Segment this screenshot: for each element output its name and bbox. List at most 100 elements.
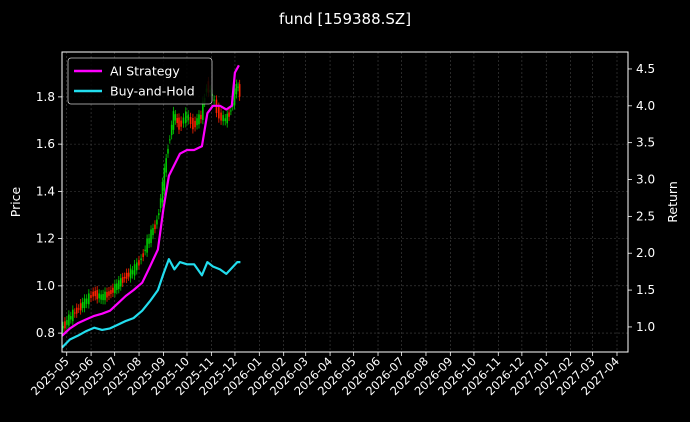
candle-body — [226, 113, 229, 124]
candle-body — [182, 117, 185, 124]
candle-body — [159, 198, 162, 209]
candle-body — [81, 302, 84, 309]
candle-body — [83, 298, 86, 309]
candle-body — [167, 148, 169, 154]
candle-body — [202, 101, 204, 120]
candle-body — [77, 308, 80, 310]
candle-body — [106, 291, 108, 298]
y-right-tick-label: 4.5 — [636, 62, 655, 76]
candle-body — [79, 303, 82, 311]
candle-body — [238, 84, 241, 97]
candle-body — [92, 291, 94, 297]
candle-body — [129, 268, 132, 279]
candle-body — [152, 228, 154, 236]
candle-body — [237, 86, 239, 88]
candle-body — [127, 272, 130, 277]
y-left-tick-label: 1.8 — [36, 90, 55, 104]
y-left-tick-label: 1.6 — [36, 137, 55, 151]
y-left-tick-label: 0.8 — [36, 326, 55, 340]
y-left-tick-label: 1.4 — [36, 184, 55, 198]
candle-body — [140, 258, 142, 261]
candle-body — [116, 283, 118, 291]
chart-title: fund [159388.SZ] — [279, 10, 411, 28]
series-line-ai-strategy — [61, 64, 240, 337]
candle-body — [70, 316, 72, 320]
candle-body — [66, 320, 68, 325]
candle-body — [163, 167, 166, 192]
y-axis-label-right: Return — [665, 181, 680, 222]
candle-body — [228, 112, 230, 117]
y-right-tick-label: 1.5 — [636, 283, 655, 297]
candle-body — [161, 181, 164, 203]
candle-body — [198, 114, 200, 125]
candle-body — [213, 99, 215, 101]
candle-body — [174, 114, 177, 121]
candle-body — [150, 229, 152, 244]
candle-body — [178, 117, 180, 130]
y-axis-label-left: Price — [8, 186, 23, 217]
candle-body — [108, 291, 110, 296]
candle-body — [230, 110, 232, 112]
candle-body — [135, 262, 138, 271]
candle-body — [200, 114, 202, 120]
candle-body — [125, 272, 128, 279]
candle-body — [64, 321, 66, 329]
series-line-buy-and-hold — [61, 258, 241, 349]
candle-body — [187, 114, 189, 121]
candle-body — [121, 277, 124, 283]
candle-body — [196, 118, 198, 126]
candle-body — [72, 309, 74, 322]
y-left-tick-label: 1.0 — [36, 279, 55, 293]
candle-body — [100, 294, 102, 300]
candle-body — [146, 238, 148, 253]
candle-body — [110, 290, 112, 295]
candle-body — [114, 283, 116, 294]
candle-body — [88, 293, 90, 305]
candle-body — [98, 293, 100, 299]
candle-body — [62, 326, 64, 329]
candle-body — [194, 120, 196, 128]
return-lines — [61, 64, 241, 349]
candle-body — [104, 291, 106, 301]
candle-body — [165, 158, 167, 173]
candle-body — [117, 280, 120, 290]
candle-body — [90, 295, 92, 298]
candle-body — [96, 290, 98, 300]
y-right-tick-label: 1.0 — [636, 320, 655, 334]
legend-box — [67, 57, 213, 105]
plot-frame — [61, 51, 629, 353]
candle-body — [148, 238, 150, 244]
candle-body — [218, 106, 220, 119]
candle-body — [133, 264, 136, 276]
legend-label: AI Strategy — [110, 64, 180, 79]
candle-body — [73, 312, 76, 314]
candle-body — [142, 253, 144, 257]
candle-body — [185, 111, 187, 124]
candle-body — [233, 88, 236, 106]
candle-body — [222, 115, 224, 122]
candle-body — [172, 111, 175, 130]
candle-body — [176, 118, 178, 123]
y-left-tick-label: 1.2 — [36, 232, 55, 246]
legend-label: Buy-and-Hold — [110, 84, 195, 99]
candle-body — [119, 278, 122, 287]
candle-body — [180, 120, 182, 127]
candle-body — [169, 139, 171, 141]
y-right-tick-label: 2.5 — [636, 209, 655, 223]
candle-body — [144, 249, 146, 252]
candle-body — [123, 276, 126, 279]
candle-body — [112, 287, 114, 293]
candle-body — [192, 118, 194, 130]
legend: AI Strategy Buy-and-Hold — [67, 57, 213, 105]
candle-body — [102, 294, 104, 301]
candle-body — [158, 213, 160, 216]
y-right-tick-label: 3.5 — [636, 136, 655, 150]
y-right-tick-label: 3.0 — [636, 173, 655, 187]
y-right-tick-label: 4.0 — [636, 99, 655, 113]
candle-body — [68, 314, 70, 326]
candle-body — [220, 112, 222, 121]
candle-body — [138, 260, 140, 266]
candle-body — [224, 118, 227, 122]
candle-body — [154, 224, 156, 230]
